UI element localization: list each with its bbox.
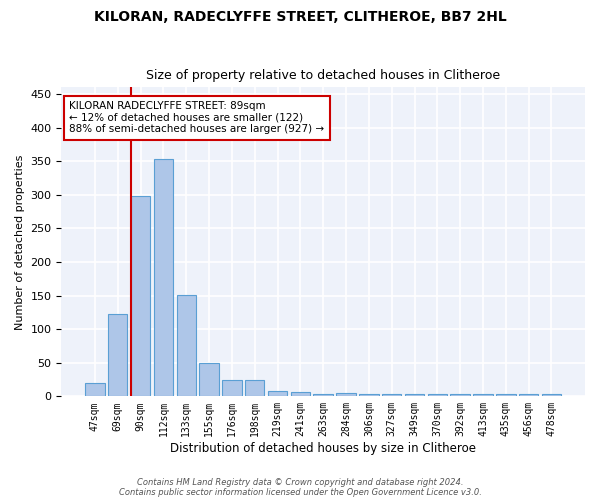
Bar (496, 394, 515, 396)
Y-axis label: Number of detached properties: Number of detached properties (15, 154, 25, 330)
Bar (451, 394, 470, 396)
Bar (359, 394, 379, 396)
Bar (313, 394, 333, 396)
Title: Size of property relative to detached houses in Clitheroe: Size of property relative to detached ho… (146, 69, 500, 82)
Bar (382, 394, 401, 396)
Bar (337, 393, 356, 396)
X-axis label: Distribution of detached houses by size in Clitheroe: Distribution of detached houses by size … (170, 442, 476, 455)
Bar (405, 394, 424, 396)
Bar (199, 362, 219, 396)
Bar (428, 394, 447, 396)
Text: KILORAN, RADECLYFFE STREET, CLITHEROE, BB7 2HL: KILORAN, RADECLYFFE STREET, CLITHEROE, B… (94, 10, 506, 24)
Bar (222, 380, 242, 396)
Text: KILORAN RADECLYFFE STREET: 89sqm
← 12% of detached houses are smaller (122)
88% : KILORAN RADECLYFFE STREET: 89sqm ← 12% o… (69, 101, 325, 134)
Bar (154, 158, 173, 396)
Bar (108, 314, 127, 396)
Bar (473, 394, 493, 396)
Bar (268, 391, 287, 396)
Bar (85, 383, 104, 396)
Bar (176, 295, 196, 396)
Bar (519, 394, 538, 396)
Bar (131, 196, 150, 396)
Bar (290, 392, 310, 396)
Text: Contains HM Land Registry data © Crown copyright and database right 2024.
Contai: Contains HM Land Registry data © Crown c… (119, 478, 481, 497)
Bar (542, 394, 561, 396)
Bar (245, 380, 265, 396)
